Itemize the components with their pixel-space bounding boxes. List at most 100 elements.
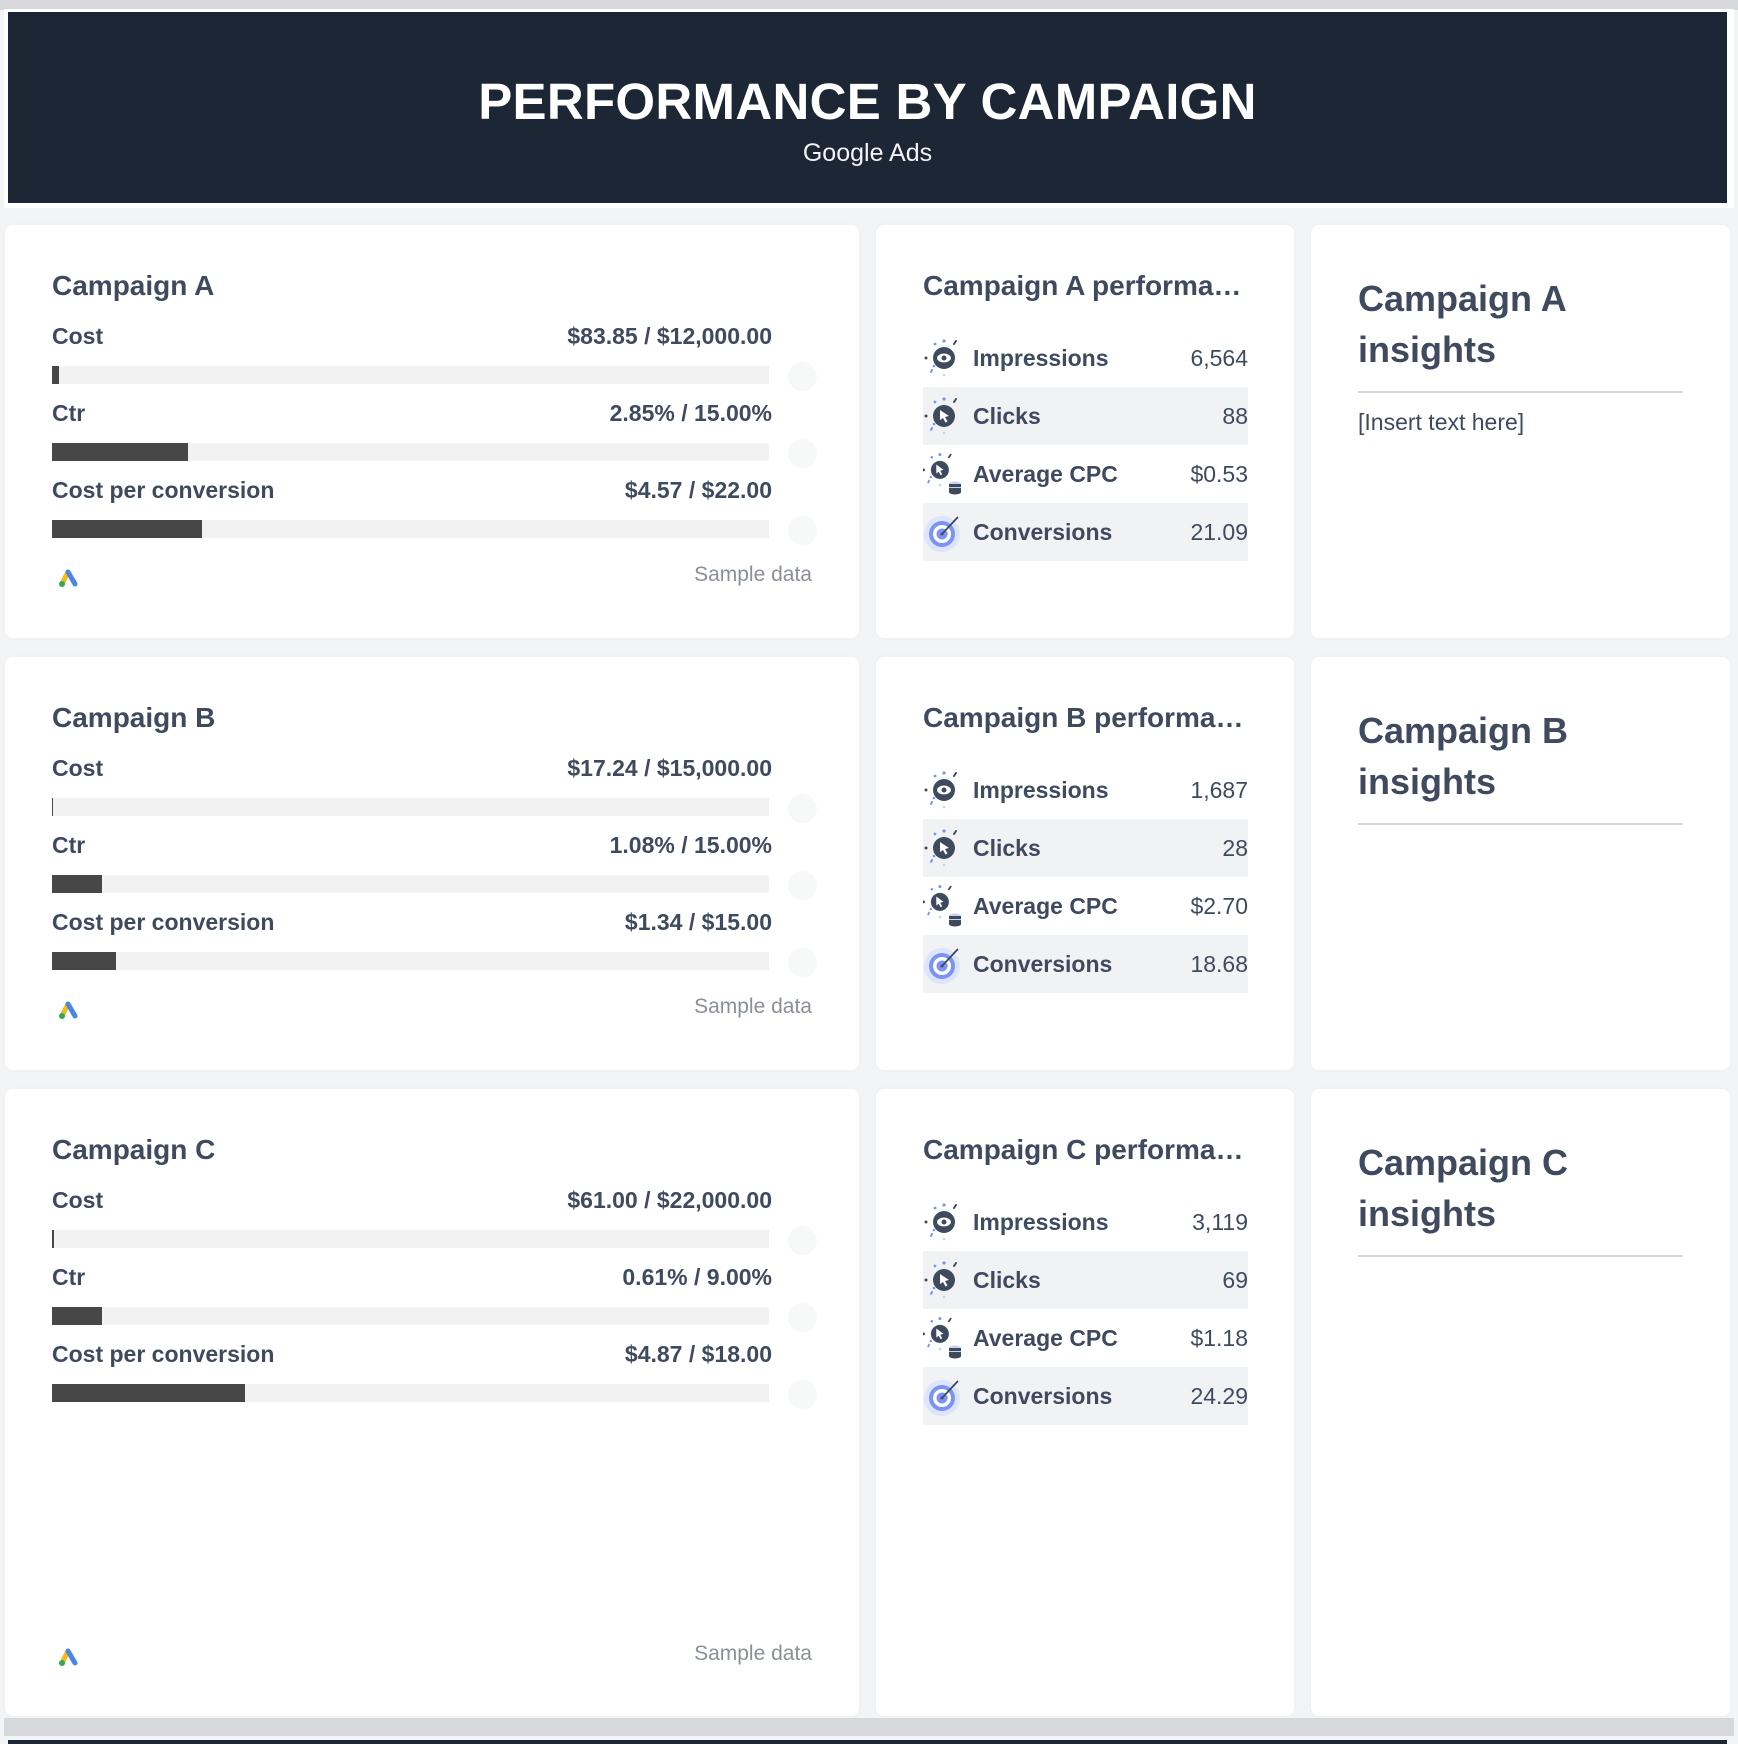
next-section-header-edge <box>8 1740 1727 1744</box>
metric-row-average-cpc: Average CPC $1.18 <box>923 1309 1248 1367</box>
goal-value: $4.87 / $18.00 <box>624 1341 772 1367</box>
top-strip <box>0 0 1738 10</box>
metric-value: 88 <box>1222 402 1248 429</box>
sample-data-note: Sample data <box>694 563 812 586</box>
goal-ctr: Ctr 1.08% / 15.00% <box>52 832 817 900</box>
goal-progress-fill <box>52 366 59 384</box>
metric-row-conversions: Conversions 21.09 <box>923 503 1248 561</box>
metric-value: 24.29 <box>1190 1382 1248 1409</box>
cursor-click-icon <box>923 396 957 436</box>
goal-label: Cost per conversion <box>52 909 275 935</box>
google-ads-logo-icon <box>59 1648 78 1666</box>
metric-value: 21.09 <box>1190 518 1248 545</box>
target-icon <box>924 516 960 552</box>
goal-progress-bar <box>52 1230 769 1248</box>
google-ads-logo-icon <box>59 1001 78 1019</box>
target-icon <box>924 948 960 984</box>
goals-title: Campaign C <box>52 1134 216 1165</box>
metric-row-impressions: Impressions 1,687 <box>923 761 1248 819</box>
goal-progress-fill <box>52 875 102 893</box>
metric-value: $0.53 <box>1190 460 1248 487</box>
metric-value: $1.18 <box>1190 1324 1248 1351</box>
metric-value: 28 <box>1222 834 1248 861</box>
goal-cost: Cost $61.00 / $22,000.00 <box>52 1187 817 1255</box>
performance-list: Impressions 3,119 Clicks 69 Average CPC … <box>923 1193 1248 1425</box>
page-subtitle: Google Ads <box>802 139 933 167</box>
goal-label: Cost <box>52 323 104 349</box>
metric-value: 18.68 <box>1190 950 1248 977</box>
performance-list: Impressions 6,564 Clicks 88 Average CPC … <box>923 329 1248 561</box>
goal-status-dot <box>788 439 817 468</box>
eye-icon <box>923 1202 957 1242</box>
campaign-a-goals-card: Campaign A Cost $83.85 / $12,000.00 Ctr … <box>5 225 859 638</box>
cursor-coins-icon <box>923 885 961 927</box>
goal-label: Cost <box>52 1187 104 1213</box>
goal-status-dot <box>788 794 817 823</box>
metric-value: 69 <box>1222 1266 1248 1293</box>
metric-label: Impressions <box>973 1208 1109 1235</box>
metric-label: Clicks <box>973 402 1041 429</box>
goals-title: Campaign A <box>52 270 215 301</box>
metric-row-clicks: Clicks 69 <box>923 1251 1248 1309</box>
performance-title: Campaign A performan... <box>923 270 1253 301</box>
goal-progress-bar <box>52 1384 769 1402</box>
goal-cost-per-conversion: Cost per conversion $4.87 / $18.00 <box>52 1341 817 1409</box>
insights-title: Campaign C insights <box>1358 1137 1683 1257</box>
metric-row-average-cpc: Average CPC $0.53 <box>923 445 1248 503</box>
goal-label: Ctr <box>52 400 86 426</box>
goals-title: Campaign B <box>52 702 216 733</box>
goal-status-dot <box>788 362 817 391</box>
goal-cost-per-conversion: Cost per conversion $1.34 / $15.00 <box>52 909 817 977</box>
goal-status-dot <box>788 1226 817 1255</box>
cursor-click-icon <box>923 828 957 868</box>
goal-value: 0.61% / 9.00% <box>622 1264 772 1290</box>
goal-ctr: Ctr 0.61% / 9.00% <box>52 1264 817 1332</box>
metric-row-clicks: Clicks 88 <box>923 387 1248 445</box>
goal-cost: Cost $83.85 / $12,000.00 <box>52 323 817 391</box>
goal-status-dot <box>788 1303 817 1332</box>
campaign-a-insights-card: Campaign A insights [Insert text here] <box>1311 225 1730 638</box>
metric-label: Clicks <box>973 834 1041 861</box>
metric-row-clicks: Clicks 28 <box>923 819 1248 877</box>
goal-status-dot <box>788 948 817 977</box>
performance-title: Campaign B performan... <box>923 702 1253 733</box>
metric-row-impressions: Impressions 3,119 <box>923 1193 1248 1251</box>
insights-text[interactable]: [Insert text here] <box>1358 409 1525 435</box>
goal-progress-bar <box>52 798 769 816</box>
insights-title: Campaign B insights <box>1358 705 1683 825</box>
google-ads-logo-icon <box>59 569 78 587</box>
eye-icon <box>923 338 957 378</box>
metric-label: Average CPC <box>973 892 1118 919</box>
goal-progress-fill <box>52 1307 102 1325</box>
campaign-b-goals-card: Campaign B Cost $17.24 / $15,000.00 Ctr … <box>5 657 859 1070</box>
page-title: PERFORMANCE BY CAMPAIGN <box>478 73 1257 130</box>
goal-label: Ctr <box>52 1264 86 1290</box>
cursor-coins-icon <box>923 453 961 495</box>
metric-label: Conversions <box>973 950 1113 977</box>
goal-progress-bar <box>52 366 769 384</box>
goal-label: Cost <box>52 755 104 781</box>
goal-label: Cost per conversion <box>52 1341 275 1367</box>
metric-row-conversions: Conversions 24.29 <box>923 1367 1248 1425</box>
performance-list: Impressions 1,687 Clicks 28 Average CPC … <box>923 761 1248 993</box>
metric-label: Conversions <box>973 518 1113 545</box>
cursor-click-icon <box>923 1260 957 1300</box>
metric-value: $2.70 <box>1190 892 1248 919</box>
report-header: PERFORMANCE BY CAMPAIGN Google Ads <box>8 12 1727 203</box>
metric-label: Impressions <box>973 776 1109 803</box>
goal-progress-bar <box>52 875 769 893</box>
goal-progress-fill <box>52 1384 245 1402</box>
goal-progress-bar <box>52 520 769 538</box>
metric-value: 3,119 <box>1192 1208 1248 1235</box>
goal-progress-bar <box>52 443 769 461</box>
goal-progress-fill <box>52 443 188 461</box>
metric-row-average-cpc: Average CPC $2.70 <box>923 877 1248 935</box>
goal-cost: Cost $17.24 / $15,000.00 <box>52 755 817 823</box>
goal-label: Cost per conversion <box>52 477 275 503</box>
metric-row-conversions: Conversions 18.68 <box>923 935 1248 993</box>
goal-value: $1.34 / $15.00 <box>624 909 772 935</box>
campaign-b-insights-card: Campaign B insights <box>1311 657 1730 1070</box>
target-icon <box>924 1380 960 1416</box>
performance-title: Campaign C performan... <box>923 1134 1253 1165</box>
sample-data-note: Sample data <box>694 1642 812 1665</box>
